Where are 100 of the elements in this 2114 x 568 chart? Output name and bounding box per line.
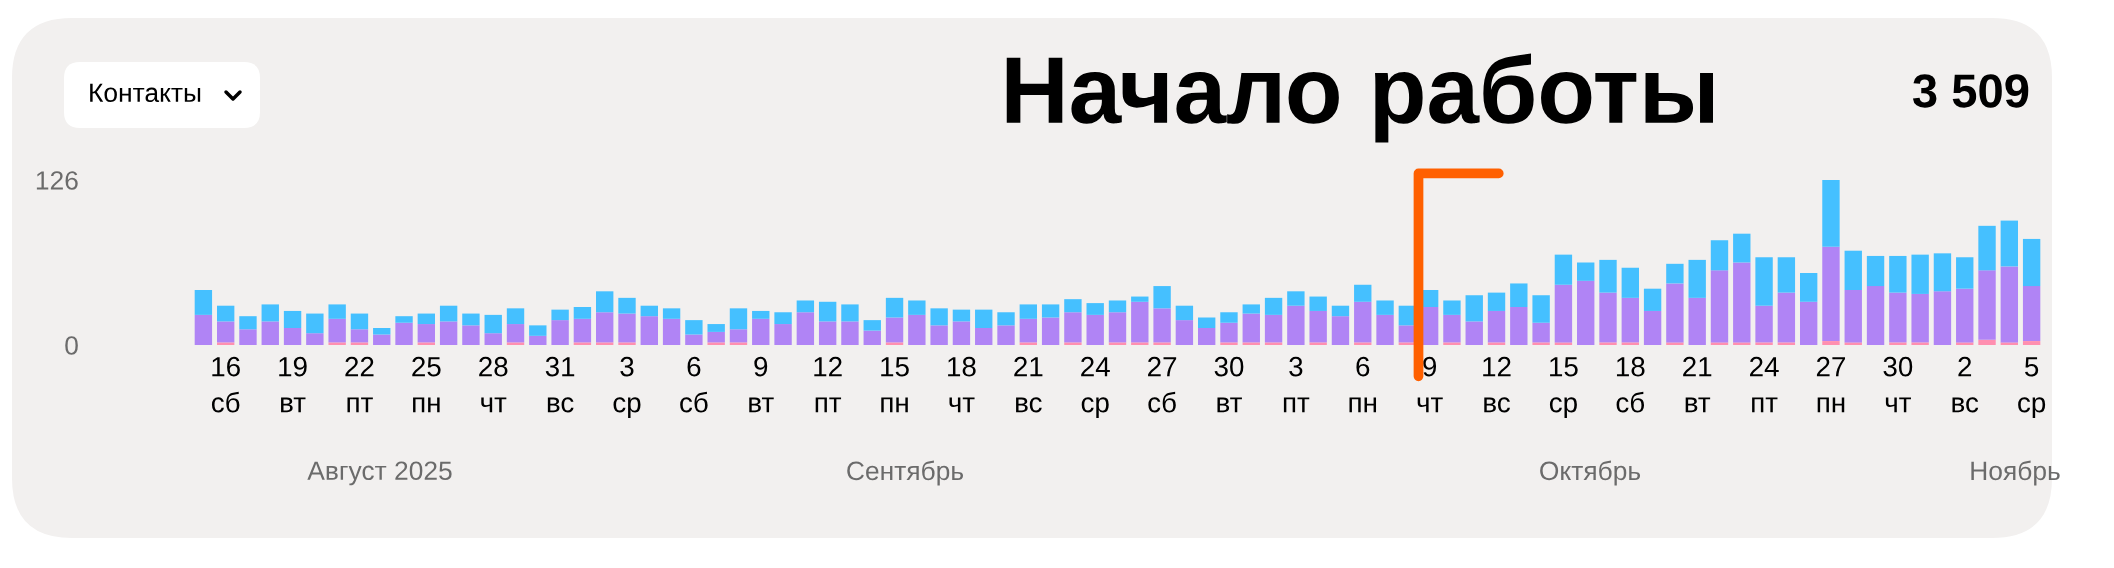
bar xyxy=(239,316,257,330)
bar xyxy=(417,313,436,325)
bar xyxy=(685,320,703,335)
bar xyxy=(662,308,681,319)
bar xyxy=(1532,295,1550,323)
bar xyxy=(1911,254,1929,294)
x-tick-label: 2 вс xyxy=(1952,356,1979,413)
x-tick-label: 6 пн xyxy=(1349,356,1377,413)
bar xyxy=(261,321,279,345)
bar xyxy=(1376,300,1394,315)
bar xyxy=(1487,292,1506,311)
bar xyxy=(997,312,1015,326)
bar xyxy=(573,342,592,345)
bar xyxy=(1354,301,1372,343)
bar xyxy=(1108,312,1127,343)
bar xyxy=(573,318,592,343)
bar xyxy=(707,324,725,332)
bar xyxy=(306,313,324,334)
bar xyxy=(1755,257,1773,306)
bar xyxy=(1755,305,1773,343)
bar xyxy=(1844,250,1862,290)
bar xyxy=(1666,263,1684,284)
bar xyxy=(1933,291,1952,345)
bar xyxy=(818,301,837,322)
x-tick-label: 24 ср xyxy=(1081,356,1110,418)
bar xyxy=(1309,310,1327,343)
bar xyxy=(1220,342,1238,345)
bar xyxy=(1933,253,1952,292)
x-tick-label: 5 ср xyxy=(2018,357,2046,418)
bar xyxy=(618,313,636,343)
bar xyxy=(1131,301,1149,343)
x-tick-label: 22 пт xyxy=(345,356,374,413)
bar xyxy=(2000,220,2019,267)
x-tick-label: 18 чт xyxy=(948,356,976,413)
text: Ноябрь xyxy=(1971,460,2060,486)
bar xyxy=(908,300,926,315)
bar xyxy=(930,325,948,345)
bar xyxy=(2022,286,2041,342)
bar xyxy=(1153,342,1171,345)
x-tick-label: 12 вс xyxy=(1483,356,1511,413)
bar xyxy=(573,307,592,319)
bar xyxy=(1978,225,1996,271)
bar xyxy=(1554,342,1573,345)
bar xyxy=(1108,342,1127,345)
bar xyxy=(417,342,436,345)
bar xyxy=(729,308,748,330)
bar xyxy=(796,312,815,345)
bar xyxy=(1242,342,1260,345)
bar xyxy=(1064,342,1082,345)
bar xyxy=(863,330,881,345)
bar xyxy=(908,314,926,345)
text: 3 509 xyxy=(1912,74,2029,108)
x-tick-label: 15 пн xyxy=(881,357,909,413)
bar xyxy=(1911,342,1929,345)
bar xyxy=(997,325,1015,345)
bar xyxy=(1733,262,1751,343)
bar xyxy=(729,342,748,345)
bar xyxy=(1799,272,1818,302)
bar xyxy=(350,329,369,343)
bar xyxy=(1354,284,1372,302)
bar xyxy=(1799,301,1818,345)
x-tick-label: 31 вс xyxy=(545,356,575,413)
bar xyxy=(596,312,614,343)
bar xyxy=(1197,327,1216,345)
bar xyxy=(1978,339,1996,345)
bar xyxy=(1777,292,1796,343)
bar xyxy=(1643,310,1662,345)
bar xyxy=(1220,322,1238,343)
bar xyxy=(1621,342,1639,345)
y-tick-label: 126 xyxy=(36,171,78,190)
bar xyxy=(1755,342,1773,345)
ref-line-label: Начало работы xyxy=(1006,53,1713,143)
bar xyxy=(1510,283,1528,308)
bar xyxy=(1822,180,1840,247)
x-tick-label: 19 вт xyxy=(279,356,307,413)
bar xyxy=(1643,288,1662,311)
bar xyxy=(1175,305,1194,321)
bar xyxy=(952,309,971,322)
bar xyxy=(1733,233,1751,263)
bar xyxy=(1688,259,1706,298)
bar xyxy=(1309,296,1327,311)
bar xyxy=(1577,280,1595,345)
bar xyxy=(796,300,815,313)
bar xyxy=(551,309,569,321)
x-tick-label: 30 чт xyxy=(1883,356,1913,413)
bar xyxy=(685,334,703,345)
bar xyxy=(395,322,413,345)
x-tick-label: 3 ср xyxy=(613,356,641,418)
bar xyxy=(1889,255,1907,293)
bar xyxy=(952,321,971,345)
bar xyxy=(1532,342,1550,345)
bar xyxy=(395,316,413,323)
x-tick-label: 16 сб xyxy=(211,356,240,413)
bar xyxy=(1621,267,1639,298)
bar xyxy=(1153,308,1171,343)
bar xyxy=(752,310,770,319)
bar xyxy=(640,316,658,345)
bar xyxy=(1956,288,1974,343)
bar xyxy=(662,318,681,345)
x-tick-label: 28 чт xyxy=(479,356,508,413)
